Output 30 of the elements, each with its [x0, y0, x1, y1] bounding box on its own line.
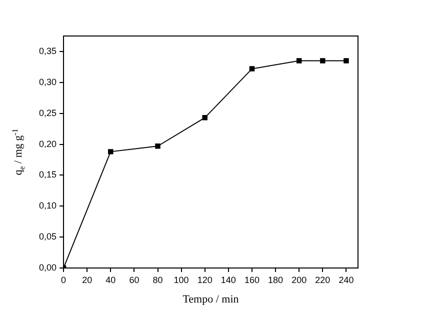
y-tick-label: 0,35 — [38, 46, 57, 56]
x-tick-label: 160 — [244, 274, 260, 285]
y-tick-label: 0,20 — [38, 138, 57, 149]
x-tick-label: 80 — [152, 274, 163, 285]
y-tick-label: 0,05 — [38, 232, 57, 242]
x-tick-label: 120 — [197, 274, 212, 285]
x-tick-label: 0 — [61, 274, 66, 285]
point — [202, 115, 208, 120]
x-tick-label: 180 — [268, 274, 284, 285]
y-tick-label: 0,10 — [38, 200, 57, 211]
y-tick-label: 0,15 — [38, 170, 57, 180]
x-tick-label: 240 — [338, 274, 354, 285]
point — [108, 149, 114, 154]
y-tick-label: 0,25 — [38, 108, 57, 118]
x-axis-title: Tempo / min — [182, 293, 240, 306]
point — [155, 144, 160, 149]
x-tick-label: 140 — [220, 274, 236, 285]
y-axis-title: qe / mg g-1 — [10, 128, 27, 176]
x-tick-label: 200 — [292, 274, 307, 285]
x-tick-label: 220 — [315, 274, 330, 285]
y-tick-label: 0,00 — [38, 262, 57, 272]
point — [296, 58, 302, 64]
point — [249, 66, 255, 72]
x-tick-label: 60 — [129, 274, 140, 285]
x-tick-label: 100 — [174, 274, 189, 285]
point — [344, 58, 349, 64]
x-tick-label: 40 — [106, 274, 116, 285]
point — [320, 58, 326, 64]
x-tick-label: 20 — [82, 274, 92, 285]
y-tick-label: 0,30 — [38, 76, 57, 87]
